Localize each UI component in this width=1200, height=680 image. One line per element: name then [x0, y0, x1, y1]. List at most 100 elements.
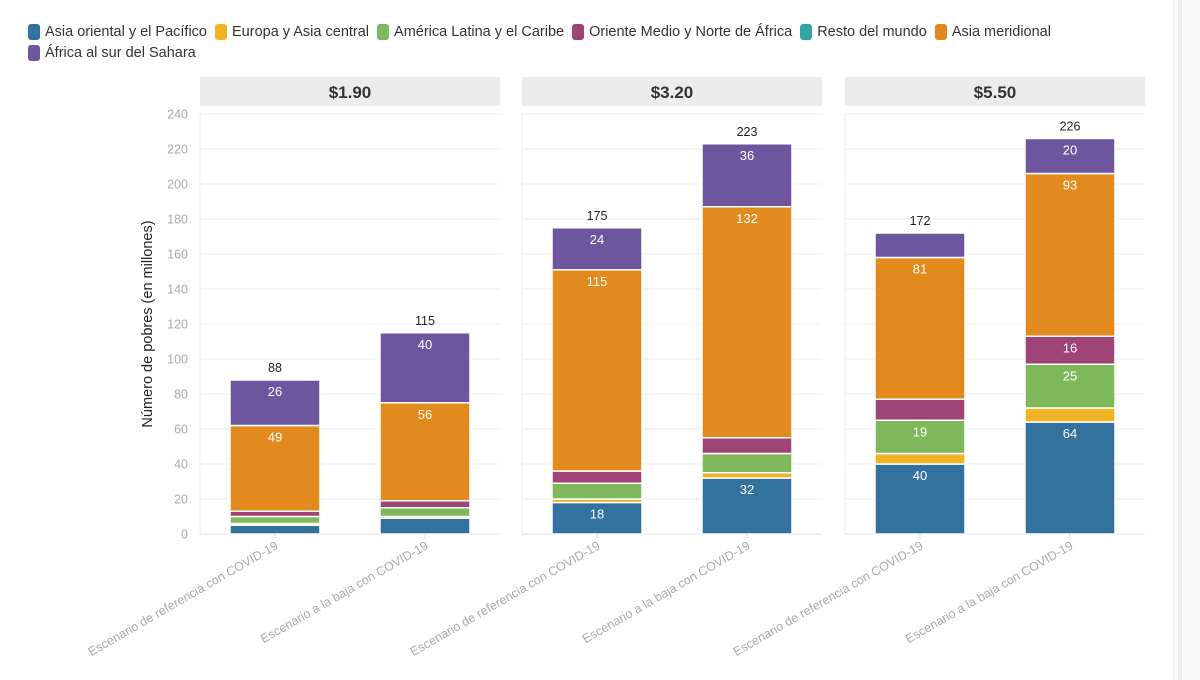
bar-segment	[551, 227, 643, 271]
legend-label: Europa y Asia central	[232, 23, 370, 40]
bar-segment	[1024, 172, 1116, 337]
bar-segment	[701, 477, 793, 535]
y-tick-label: 0	[181, 528, 188, 542]
y-tick-label: 240	[167, 108, 188, 122]
bar-segment	[874, 452, 966, 465]
panel-header	[845, 77, 1145, 106]
legend-swatch	[572, 23, 585, 40]
total-label: 172	[910, 214, 931, 228]
segment-label: 36	[740, 148, 754, 163]
segment-label: 32	[740, 482, 754, 497]
panel-title: $3.20	[651, 83, 694, 102]
vertical-scrollbar[interactable]	[1173, 0, 1200, 680]
legend-swatch	[377, 23, 390, 40]
x-tick-label: Escenario a la baja con COVID-19	[903, 538, 1076, 646]
total-label: 223	[737, 125, 758, 139]
legend-item[interactable]: Europa y Asia central	[215, 22, 369, 41]
chart-legend: Asia oriental y el Pacífico Europa y Asia…	[28, 22, 1128, 62]
x-tick-label: Escenario de referencia con COVID-19	[731, 538, 926, 659]
legend-label: África al sur del Sahara	[45, 44, 196, 61]
legend-item[interactable]: Oriente Medio y Norte de África	[572, 22, 792, 41]
legend-label: Resto del mundo	[817, 23, 927, 40]
legend-swatch	[800, 23, 813, 40]
legend-label: Oriente Medio y Norte de África	[589, 23, 793, 40]
y-tick-label: 80	[174, 388, 188, 402]
legend-item[interactable]: Resto del mundo	[800, 22, 927, 41]
total-label: 88	[268, 361, 282, 375]
bar-segment	[701, 437, 793, 455]
x-tick-label: Escenario a la baja con COVID-19	[258, 538, 431, 646]
segment-label: 40	[418, 337, 432, 352]
segment-label: 26	[268, 384, 282, 399]
stacked-bar-chart: Número de pobres (en millones) 0 20 40 60 80 1…	[86, 77, 1145, 659]
panel-title: $5.50	[974, 83, 1017, 102]
legend-label: Asia oriental y el Pacífico	[45, 23, 207, 40]
bar-segment	[551, 482, 643, 500]
legend-swatch	[215, 23, 227, 40]
y-tick-label: 60	[174, 423, 188, 437]
y-tick-label: 140	[167, 283, 188, 297]
legend-item[interactable]: África al sur del Sahara	[28, 43, 196, 62]
bar-segment	[1024, 363, 1116, 409]
bar-segment	[229, 515, 321, 525]
bar-segment	[701, 206, 793, 439]
bar-segment	[701, 472, 793, 479]
x-tick-label: Escenario de referencia con COVID-19	[408, 538, 603, 659]
bar-segment	[229, 379, 321, 427]
y-tick-label: 100	[167, 353, 188, 367]
bar-segment	[379, 332, 471, 404]
y-tick-label: 180	[167, 213, 188, 227]
legend-label: América Latina y el Caribe	[394, 23, 565, 40]
y-axis-title: Número de pobres (en millones)	[140, 220, 156, 427]
bar-segment	[551, 269, 643, 472]
segment-label: 19	[913, 424, 927, 439]
segment-label: 81	[913, 262, 927, 277]
bar-segment	[874, 232, 966, 259]
bar-segment	[1024, 137, 1116, 175]
bar-segment	[551, 470, 643, 484]
bar-segment	[379, 500, 471, 509]
legend-label: Asia meridional	[951, 23, 1051, 40]
y-tick-label: 20	[174, 493, 188, 507]
y-tick-label: 40	[174, 458, 188, 472]
y-tick-label: 160	[167, 248, 188, 262]
segment-label: 24	[590, 232, 604, 247]
y-tick-label: 200	[167, 178, 188, 192]
total-label: 175	[587, 209, 608, 223]
bar-segment	[874, 463, 966, 535]
segment-label: 20	[1063, 143, 1077, 158]
segment-label: 25	[1063, 368, 1077, 383]
bar-segment	[874, 256, 966, 400]
y-tick-label: 220	[167, 143, 188, 157]
legend-item[interactable]: Asia meridional	[934, 22, 1051, 41]
x-tick-label: Escenario de referencia con COVID-19	[86, 538, 281, 659]
legend-swatch	[28, 44, 40, 61]
segment-label: 132	[736, 211, 758, 226]
x-tick-label: Escenario a la baja con COVID-19	[580, 538, 753, 646]
bar-segment	[874, 398, 966, 421]
bar-segment	[229, 524, 321, 535]
bar-segment	[379, 507, 471, 518]
legend-item[interactable]: América Latina y el Caribe	[377, 22, 564, 41]
bar-segment	[1024, 407, 1116, 423]
total-label: 226	[1060, 120, 1081, 134]
scrollbar-thumb[interactable]	[1178, 0, 1182, 680]
panel-header	[200, 77, 500, 106]
bar-segment	[379, 402, 471, 502]
bar-segment	[229, 510, 321, 518]
segment-label: 64	[1063, 426, 1077, 441]
bar-segment	[701, 143, 793, 208]
bar-segment	[874, 419, 966, 455]
legend-swatch	[934, 23, 947, 40]
segment-label: 115	[587, 274, 608, 289]
bar-segment	[379, 517, 471, 535]
bar-segment	[1024, 335, 1116, 365]
segment-label: 40	[913, 468, 927, 483]
y-tick-label: 120	[167, 318, 188, 332]
legend-item[interactable]: Asia oriental y el Pacífico	[28, 22, 207, 41]
segment-label: 49	[268, 430, 282, 445]
segment-label: 16	[1063, 340, 1077, 355]
bar-segment	[701, 452, 793, 474]
segment-label: 18	[590, 507, 604, 522]
legend-swatch	[28, 23, 40, 40]
